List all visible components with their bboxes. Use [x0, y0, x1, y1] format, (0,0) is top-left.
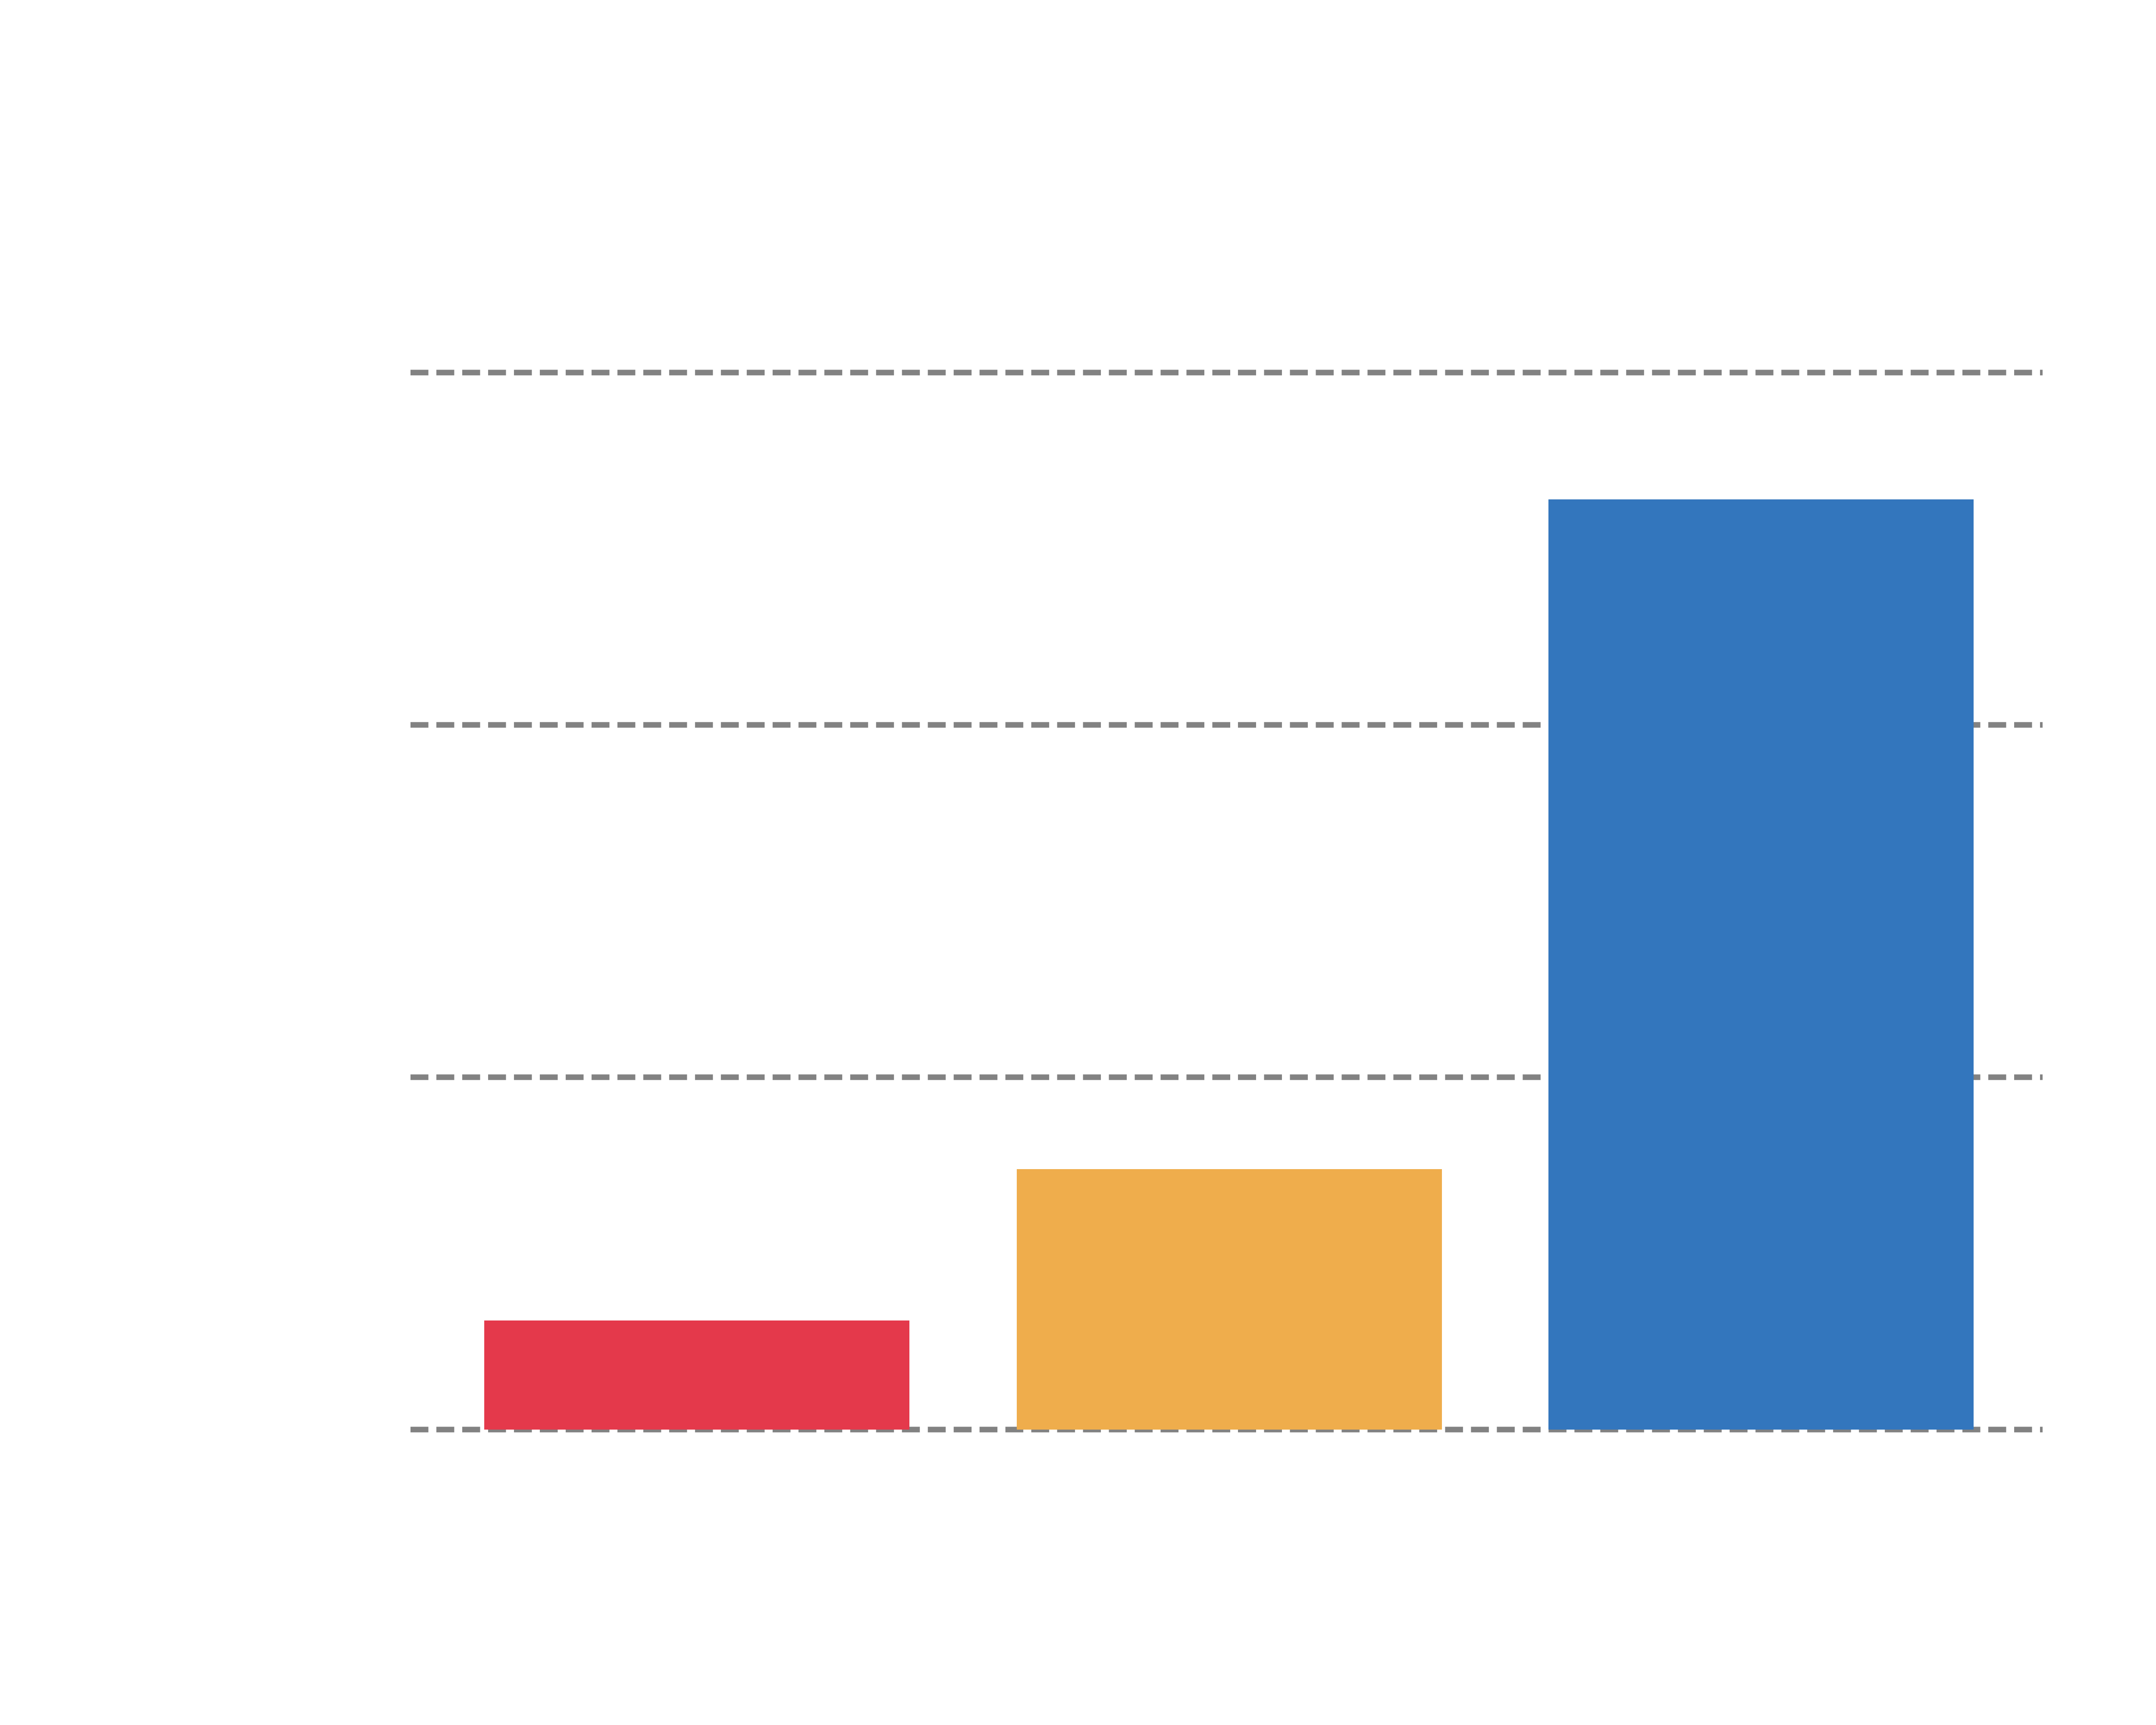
bar-bar-2: [1016, 1169, 1442, 1430]
bar-bar-3: [1548, 499, 1974, 1430]
y-gridline-3: [410, 370, 2043, 376]
bar-bar-1: [484, 1320, 910, 1430]
